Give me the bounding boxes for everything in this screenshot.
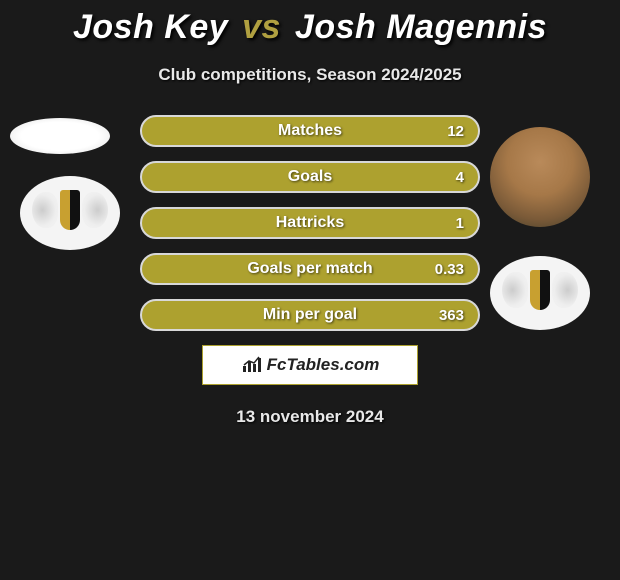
source-text: FcTables.com bbox=[267, 355, 380, 375]
vs-text: vs bbox=[242, 8, 281, 46]
stat-row-min-per-goal: Min per goal 363 bbox=[140, 299, 480, 331]
stat-label: Min per goal bbox=[263, 306, 357, 324]
stat-label: Goals bbox=[288, 168, 332, 186]
comparison-title: Josh Key vs Josh Magennis bbox=[0, 0, 620, 47]
player2-club-crest bbox=[490, 256, 590, 332]
stat-label: Matches bbox=[278, 122, 342, 140]
stat-value: 4 bbox=[456, 169, 464, 186]
player1-club-crest bbox=[20, 176, 120, 252]
stat-row-goals-per-match: Goals per match 0.33 bbox=[140, 253, 480, 285]
stat-row-matches: Matches 12 bbox=[140, 115, 480, 147]
date-text: 13 november 2024 bbox=[0, 407, 620, 427]
bar-chart-icon bbox=[241, 356, 263, 374]
source-badge: FcTables.com bbox=[202, 345, 418, 385]
stat-row-hattricks: Hattricks 1 bbox=[140, 207, 480, 239]
stat-value: 0.33 bbox=[435, 261, 464, 278]
player2-name: Josh Magennis bbox=[295, 8, 547, 46]
subtitle: Club competitions, Season 2024/2025 bbox=[0, 65, 620, 85]
stat-row-goals: Goals 4 bbox=[140, 161, 480, 193]
stat-value: 363 bbox=[439, 307, 464, 324]
player2-photo bbox=[490, 127, 590, 227]
stat-label: Hattricks bbox=[276, 214, 344, 232]
player1-name: Josh Key bbox=[73, 8, 228, 46]
stat-value: 12 bbox=[447, 123, 464, 140]
player1-photo bbox=[10, 118, 110, 154]
stat-value: 1 bbox=[456, 215, 464, 232]
stat-label: Goals per match bbox=[247, 260, 372, 278]
